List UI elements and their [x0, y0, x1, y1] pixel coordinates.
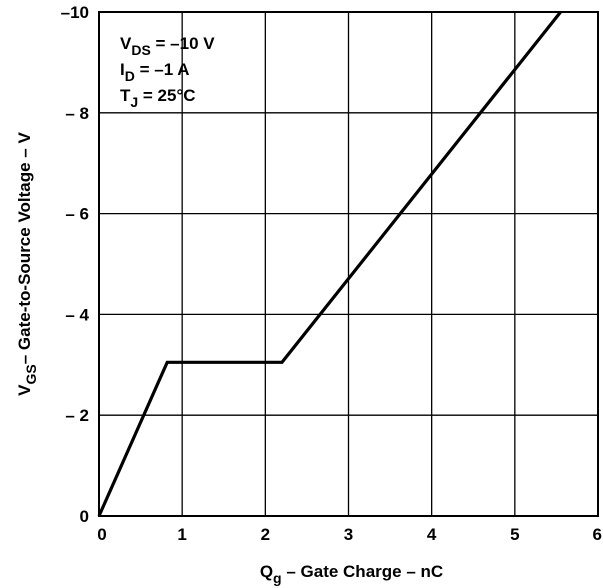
- x-tick-label: 4: [427, 525, 437, 544]
- x-tick-labels: 0 1 2 3 4 5 6: [97, 525, 602, 544]
- x-tick-label: 0: [97, 525, 106, 544]
- y-tick-label: – 6: [65, 205, 89, 224]
- condition-line: TJ = 25°C: [120, 86, 196, 110]
- y-tick-label: – 4: [65, 305, 89, 324]
- y-axis-title: VGS– Gate-to-Source Voltage – V: [15, 132, 39, 396]
- x-tick-label: 2: [261, 525, 270, 544]
- x-tick-label: 1: [177, 525, 186, 544]
- y-tick-label: –10: [61, 3, 89, 22]
- x-tick-label: 3: [344, 525, 353, 544]
- condition-line: ID = –1 A: [120, 60, 190, 84]
- vgs-vs-qg-curve: [97, 11, 562, 517]
- x-axis-title: Qg – Gate Charge – nC: [260, 562, 443, 586]
- y-tick-labels: 0 – 2 – 4 – 6 – 8 –10: [61, 3, 90, 526]
- plot-frame: [98, 11, 599, 517]
- y-tick-label: – 8: [65, 104, 89, 123]
- y-tick-label: 0: [80, 507, 89, 526]
- x-axis-label: Qg – Gate Charge – nC: [260, 562, 443, 586]
- condition-line: VDS = –10 V: [120, 34, 215, 58]
- y-axis-label: VGS– Gate-to-Source Voltage – V: [15, 132, 39, 396]
- y-tick-label: – 2: [65, 406, 89, 425]
- x-tick-label: 6: [593, 525, 602, 544]
- x-tick-label: 5: [510, 525, 519, 544]
- conditions-annotation: VDS = –10 VID = –1 ATJ = 25°C: [120, 34, 215, 110]
